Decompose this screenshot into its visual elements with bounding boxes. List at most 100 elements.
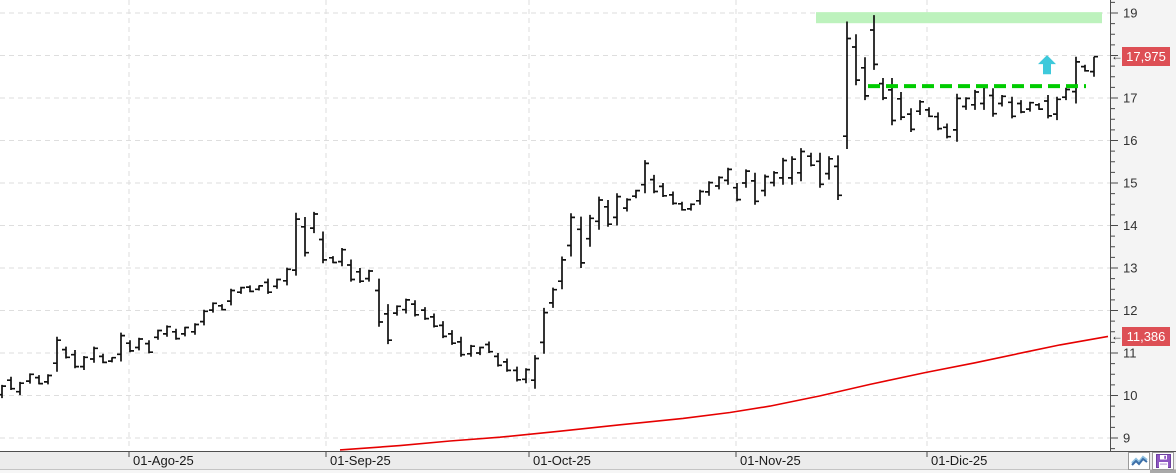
ohlc-bar[interactable]: [586, 214, 594, 247]
ohlc-bar[interactable]: [650, 174, 658, 194]
ohlc-bar[interactable]: [310, 211, 318, 234]
ohlc-bar[interactable]: [255, 285, 263, 291]
ohlc-bar[interactable]: [35, 375, 43, 385]
ohlc-bar[interactable]: [641, 160, 649, 194]
ohlc-bar[interactable]: [742, 169, 750, 188]
ohlc-bar[interactable]: [237, 286, 245, 294]
ohlc-bar[interactable]: [154, 329, 162, 340]
ohlc-bar[interactable]: [44, 374, 52, 385]
ohlc-bar[interactable]: [567, 213, 575, 257]
ohlc-bar[interactable]: [99, 353, 107, 364]
ohlc-bar[interactable]: [980, 84, 988, 110]
ohlc-bar[interactable]: [558, 256, 566, 290]
ohlc-bar[interactable]: [384, 304, 392, 345]
ohlc-bar[interactable]: [273, 278, 281, 289]
ohlc-bar[interactable]: [540, 307, 548, 354]
ohlc-bar[interactable]: [467, 344, 475, 357]
ohlc-bar[interactable]: [457, 336, 465, 357]
price-bar-series[interactable]: [0, 15, 1098, 399]
ohlc-bar[interactable]: [1008, 96, 1016, 119]
ohlc-bar[interactable]: [943, 123, 951, 139]
ohlc-bar[interactable]: [172, 328, 180, 340]
ohlc-bar[interactable]: [761, 174, 769, 197]
line-chart-toggle-button[interactable]: [1128, 452, 1150, 470]
ohlc-bar[interactable]: [1072, 56, 1080, 104]
ohlc-bar[interactable]: [494, 353, 502, 367]
ohlc-bar[interactable]: [329, 256, 337, 264]
ohlc-bar[interactable]: [687, 203, 695, 211]
ohlc-bar[interactable]: [998, 95, 1006, 107]
ohlc-bar[interactable]: [135, 337, 143, 351]
ohlc-bar[interactable]: [90, 346, 98, 363]
ohlc-bar[interactable]: [669, 191, 677, 205]
ohlc-bar[interactable]: [283, 267, 291, 286]
ohlc-bar[interactable]: [365, 269, 373, 282]
ohlc-bar[interactable]: [916, 100, 924, 115]
ohlc-bar[interactable]: [356, 268, 364, 283]
ohlc-bar[interactable]: [181, 326, 189, 337]
ohlc-bar[interactable]: [80, 356, 88, 370]
ohlc-bar[interactable]: [751, 172, 759, 205]
ohlc-bar[interactable]: [1090, 55, 1098, 77]
ohlc-bar[interactable]: [117, 332, 125, 362]
ohlc-bar[interactable]: [1044, 95, 1052, 119]
time-axis[interactable]: 01-Ago-25 01-Sep-25 01-Oct-25 01-Nov-25 01-D…: [0, 451, 1176, 470]
ohlc-bar[interactable]: [925, 107, 933, 118]
ohlc-bar[interactable]: [907, 108, 915, 132]
ohlc-bar[interactable]: [108, 356, 116, 363]
ohlc-bar[interactable]: [71, 350, 79, 369]
ohlc-bar[interactable]: [393, 305, 401, 316]
ohlc-bar[interactable]: [852, 34, 860, 86]
ohlc-bar[interactable]: [200, 309, 208, 326]
ohlc-bar[interactable]: [375, 278, 383, 327]
ohlc-bar[interactable]: [338, 248, 346, 267]
save-chart-button[interactable]: [1152, 452, 1174, 470]
ohlc-bar[interactable]: [623, 198, 631, 212]
ohlc-bar[interactable]: [347, 259, 355, 282]
ohlc-bar[interactable]: [715, 176, 723, 190]
ohlc-bar[interactable]: [962, 97, 970, 110]
ohlc-bar[interactable]: [696, 189, 704, 205]
ohlc-bar[interactable]: [448, 330, 456, 345]
ohlc-bar[interactable]: [549, 287, 557, 308]
ohlc-bar[interactable]: [1017, 100, 1025, 114]
ohlc-bar[interactable]: [770, 171, 778, 187]
chart-canvas[interactable]: [0, 0, 1110, 451]
ohlc-bar[interactable]: [1062, 87, 1070, 101]
ohlc-bar[interactable]: [1053, 96, 1061, 121]
ohlc-bar[interactable]: [126, 340, 134, 353]
ohlc-bar[interactable]: [301, 217, 309, 257]
ohlc-bar[interactable]: [779, 157, 787, 185]
ohlc-bar[interactable]: [678, 201, 686, 211]
ohlc-bar[interactable]: [595, 196, 603, 230]
ohlc-bar[interactable]: [897, 92, 905, 121]
price-chart-plot[interactable]: [0, 0, 1110, 451]
ohlc-bar[interactable]: [816, 152, 824, 188]
price-axis[interactable]: 191817161514131211109 ← 17,975 ← 11,386: [1110, 0, 1176, 451]
ohlc-bar[interactable]: [7, 376, 15, 390]
ohlc-bar[interactable]: [879, 78, 887, 101]
ohlc-bar[interactable]: [476, 346, 484, 356]
ohlc-bar[interactable]: [145, 340, 153, 354]
ohlc-bar[interactable]: [485, 341, 493, 354]
ohlc-bar[interactable]: [0, 384, 6, 399]
ohlc-bar[interactable]: [953, 93, 961, 142]
ohlc-bar[interactable]: [209, 302, 217, 313]
buy-signal-arrow-icon[interactable]: [1038, 55, 1056, 75]
ohlc-bar[interactable]: [402, 298, 410, 314]
ohlc-bar[interactable]: [934, 112, 942, 131]
ohlc-bar[interactable]: [411, 300, 419, 317]
ohlc-bar[interactable]: [1081, 64, 1089, 72]
price-axis-scale[interactable]: 191817161514131211109: [1111, 0, 1176, 451]
ohlc-bar[interactable]: [218, 304, 226, 311]
ohlc-bar[interactable]: [705, 181, 713, 196]
ohlc-bar[interactable]: [292, 212, 300, 276]
ohlc-bar[interactable]: [834, 155, 842, 200]
ohlc-bar[interactable]: [163, 325, 171, 337]
ohlc-bar[interactable]: [577, 216, 585, 268]
ohlc-bar[interactable]: [191, 323, 199, 335]
ohlc-bar[interactable]: [632, 189, 640, 199]
ohlc-bar[interactable]: [246, 285, 254, 293]
ohlc-bar[interactable]: [26, 373, 34, 384]
ohlc-bar[interactable]: [227, 288, 235, 306]
